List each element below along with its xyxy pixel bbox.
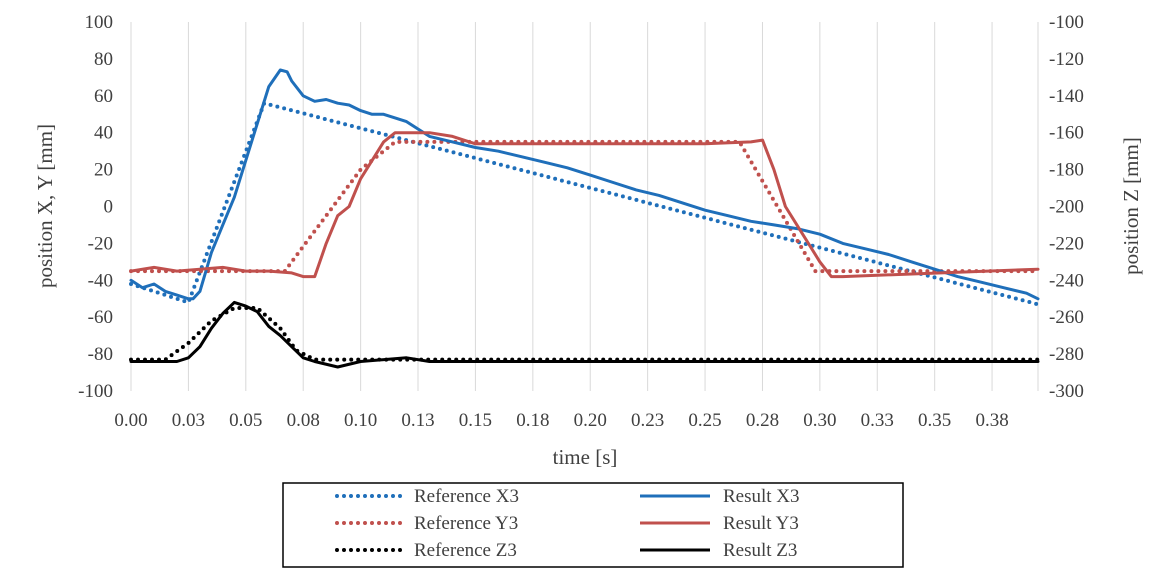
y-right-tick-label: -260	[1049, 307, 1084, 328]
y-right-axis-title: position Z [mm]	[1119, 137, 1143, 275]
legend-label: Result Y3	[723, 513, 799, 534]
x-tick-label: 0.25	[688, 410, 721, 431]
y-left-tick-label: 100	[85, 12, 114, 33]
legend: Reference X3 Result X3 Reference Y3 Result …	[335, 486, 800, 561]
x-tick-label: 0.10	[344, 410, 377, 431]
legend-box	[282, 482, 904, 568]
x-tick-label: 0.13	[401, 410, 434, 431]
x-tick-label: 0.08	[287, 410, 320, 431]
y-left-tick-label: -80	[88, 344, 113, 365]
y-left-tick-label: 80	[94, 49, 113, 70]
legend-label: Reference X3	[414, 486, 519, 507]
legend-label: Result Z3	[723, 540, 797, 561]
y-right-tick-label: -220	[1049, 233, 1084, 254]
y-right-tick-label: -140	[1049, 86, 1084, 107]
y-right-axis-ticks: -300 -280 -260 -240 -220 -200 -180 -160 -140 -120…	[1049, 12, 1084, 402]
y-right-tick-label: -120	[1049, 49, 1084, 70]
y-left-tick-label: 40	[94, 123, 113, 144]
x-tick-label: 0.35	[918, 410, 951, 431]
y-left-tick-label: 60	[94, 86, 113, 107]
series-line-reference-z3	[129, 306, 1040, 362]
y-left-tick-label: 0	[104, 197, 114, 218]
y-left-tick-label: -20	[88, 233, 113, 254]
series-line-reference-x3	[129, 101, 1040, 307]
y-left-tick-label: 20	[94, 160, 113, 181]
x-tick-label: 0.23	[631, 410, 664, 431]
x-tick-label: 0.00	[114, 410, 147, 431]
y-right-tick-label: -160	[1049, 123, 1084, 144]
y-left-tick-label: -40	[88, 270, 113, 291]
x-tick-label: 0.20	[574, 410, 607, 431]
y-left-tick-label: -100	[78, 381, 113, 402]
series-layer	[129, 68, 1040, 369]
x-axis-title: time [s]	[553, 445, 618, 469]
x-tick-label: 0.05	[229, 410, 262, 431]
gridlines	[130, 22, 1039, 391]
x-tick-label: 0.30	[803, 410, 836, 431]
y-right-tick-label: -280	[1049, 344, 1084, 365]
y-left-axis-title: position X, Y [mm]	[33, 124, 57, 288]
legend-label: Reference Y3	[414, 513, 518, 534]
series-line-result-z3	[129, 300, 1040, 369]
series-line-result-y3	[129, 131, 1040, 279]
x-tick-label: 0.15	[459, 410, 492, 431]
legend-label: Reference Z3	[414, 540, 517, 561]
x-axis-ticks: 0.00 0.03 0.05 0.08 0.10 0.13 0.15 0.18 0.20 0.23…	[114, 410, 1008, 431]
y-right-tick-label: -100	[1049, 12, 1084, 33]
y-left-axis-ticks: -100 -80 -60 -40 -20 0 20 40 60 80 100	[78, 12, 113, 402]
y-right-tick-label: -200	[1049, 197, 1084, 218]
x-tick-label: 0.38	[975, 410, 1008, 431]
x-tick-label: 0.03	[172, 410, 205, 431]
y-right-tick-label: -180	[1049, 160, 1084, 181]
series-line-reference-y3	[129, 139, 1040, 274]
x-tick-label: 0.33	[861, 410, 894, 431]
legend-label: Result X3	[723, 486, 800, 507]
x-tick-label: 0.28	[746, 410, 779, 431]
y-right-tick-label: -300	[1049, 381, 1084, 402]
y-right-tick-label: -240	[1049, 270, 1084, 291]
series-line-result-x3	[129, 68, 1040, 301]
x-tick-label: 0.18	[516, 410, 549, 431]
y-left-tick-label: -60	[88, 307, 113, 328]
